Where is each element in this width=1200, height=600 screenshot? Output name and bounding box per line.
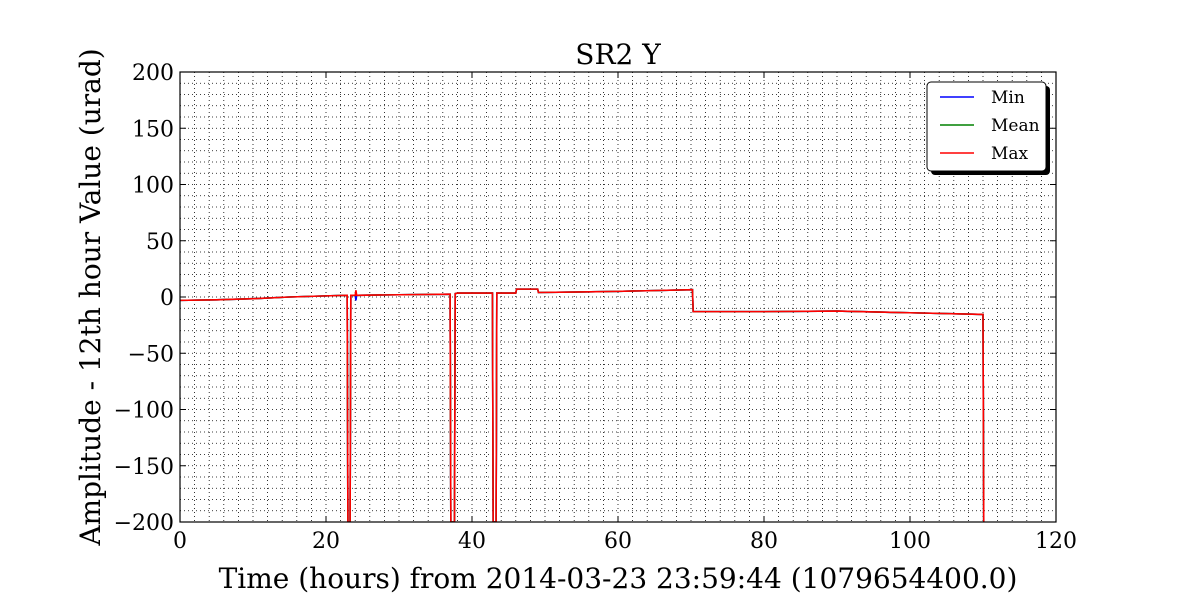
legend: Min Mean Max: [926, 81, 1050, 175]
axis-ticks: 0 20 40 60 80 100 120 200 150 100 50 0 −50 −100 −150 −2…: [114, 61, 1077, 554]
x-tick-label: 0: [173, 529, 187, 554]
x-axis-label: Time (hours) from 2014-03-23 23:59:44 (1…: [219, 562, 1018, 595]
x-tick-label: 100: [889, 529, 931, 554]
x-tick-label: 40: [458, 529, 486, 554]
legend-label-min: Min: [991, 88, 1025, 108]
y-tick-label: 150: [132, 117, 174, 142]
chart-title: SR2 Y: [575, 38, 661, 71]
legend-label-mean: Mean: [991, 116, 1040, 136]
y-tick-label: −50: [128, 342, 174, 367]
series-group: [180, 288, 985, 522]
y-tick-label: −150: [114, 455, 174, 480]
y-tick-label: −100: [114, 399, 174, 424]
y-tick-label: −200: [114, 511, 174, 536]
y-tick-label: 50: [146, 230, 174, 255]
x-tick-label: 80: [750, 529, 778, 554]
x-tick-label: 60: [604, 529, 632, 554]
x-tick-label: 20: [312, 529, 340, 554]
y-tick-label: 0: [160, 286, 174, 311]
legend-label-max: Max: [991, 144, 1029, 164]
y-tick-label: 100: [132, 174, 174, 199]
y-axis-label: Amplitude - 12th hour Value (urad): [74, 48, 107, 546]
x-tick-label: 120: [1035, 529, 1077, 554]
series-line-max: [180, 288, 985, 522]
y-tick-label: 200: [132, 61, 174, 86]
legend-box: [926, 81, 1047, 172]
